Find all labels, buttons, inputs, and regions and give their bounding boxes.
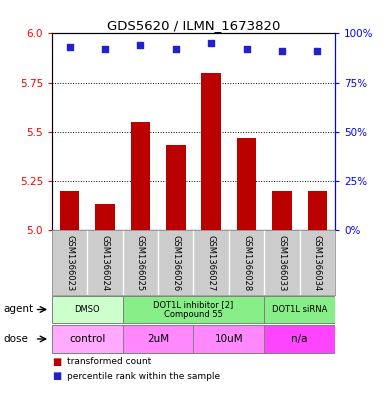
Bar [52,325,123,353]
Bar [237,138,256,230]
Text: GSM1366034: GSM1366034 [313,235,322,291]
Text: n/a: n/a [291,334,308,344]
Bar [60,191,79,230]
Text: ■: ■ [52,371,61,382]
Text: agent: agent [4,305,34,314]
Point [243,46,249,52]
Bar [123,296,264,323]
Point [102,46,108,52]
Bar [95,204,115,230]
Point [279,48,285,54]
Text: GSM1366025: GSM1366025 [136,235,145,291]
Text: 2uM: 2uM [147,334,169,344]
Text: dose: dose [4,334,29,344]
Text: GSM1366028: GSM1366028 [242,235,251,291]
Text: 10uM: 10uM [214,334,243,344]
Text: control: control [69,334,105,344]
Bar [131,122,150,230]
Bar [264,296,335,323]
Text: GSM1366024: GSM1366024 [100,235,110,291]
Point [137,42,144,48]
Bar [272,191,291,230]
Text: transformed count: transformed count [67,357,152,366]
Title: GDS5620 / ILMN_1673820: GDS5620 / ILMN_1673820 [107,19,280,32]
Text: GSM1366023: GSM1366023 [65,235,74,291]
Bar [201,73,221,230]
Text: DOT1L siRNA: DOT1L siRNA [272,305,327,314]
Point [173,46,179,52]
Point [314,48,320,54]
Text: ■: ■ [52,356,61,367]
Bar [52,296,123,323]
Text: GSM1366026: GSM1366026 [171,235,180,291]
Bar [264,325,335,353]
Bar [308,191,327,230]
Point [208,40,214,46]
Text: DMSO: DMSO [75,305,100,314]
Text: GSM1366027: GSM1366027 [207,235,216,291]
Point [67,44,73,50]
Text: GSM1366033: GSM1366033 [277,235,286,292]
Bar [193,325,264,353]
Bar [123,325,193,353]
Text: percentile rank within the sample: percentile rank within the sample [67,372,221,381]
Bar [166,145,186,230]
Text: DOT1L inhibitor [2]
Compound 55: DOT1L inhibitor [2] Compound 55 [153,300,234,319]
